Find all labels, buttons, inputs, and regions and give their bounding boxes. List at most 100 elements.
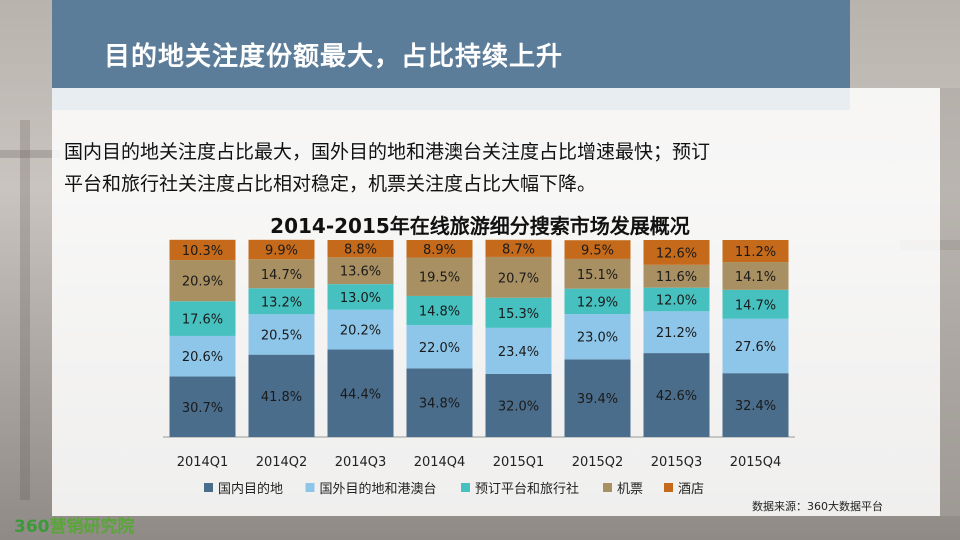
legend-label: 机票 bbox=[617, 482, 643, 497]
data-label: 22.0% bbox=[419, 341, 460, 356]
legend-label: 国外目的地和港澳台 bbox=[320, 481, 437, 497]
data-label: 32.0% bbox=[498, 399, 539, 414]
data-label: 39.4% bbox=[577, 392, 618, 407]
bar-segment bbox=[485, 297, 552, 328]
data-label: 15.3% bbox=[498, 307, 539, 322]
data-label: 42.6% bbox=[656, 389, 697, 404]
background-beam bbox=[20, 120, 30, 500]
data-label: 23.4% bbox=[498, 345, 539, 360]
data-label: 17.6% bbox=[182, 313, 223, 328]
bar-segment bbox=[643, 240, 710, 265]
bar-segment bbox=[248, 239, 315, 260]
data-label: 23.0% bbox=[577, 331, 618, 346]
bar-segment bbox=[327, 257, 394, 285]
data-label: 20.9% bbox=[182, 275, 223, 290]
bar-segment bbox=[722, 240, 789, 263]
legend-label: 酒店 bbox=[678, 482, 704, 497]
data-label: 14.7% bbox=[261, 268, 302, 283]
logo: 360营销研究院 bbox=[14, 512, 135, 537]
x-tick-label: 2015Q1 bbox=[493, 455, 545, 470]
bar-segment bbox=[248, 314, 315, 355]
bar-segment bbox=[722, 289, 789, 319]
bar-segment bbox=[169, 301, 236, 336]
data-label: 8.9% bbox=[423, 243, 456, 258]
bar-segment bbox=[248, 288, 315, 315]
description-line-1: 国内目的地关注度占比最大，国外目的地和港澳台关注度占比增速最快；预订 bbox=[64, 141, 711, 163]
bar-segment bbox=[643, 287, 710, 312]
data-label: 10.3% bbox=[182, 244, 223, 259]
logo-number: 360 bbox=[14, 517, 50, 537]
background-beam bbox=[0, 150, 60, 158]
data-label: 15.1% bbox=[577, 268, 618, 283]
page-title: 目的地关注度份额最大，占比持续上升 bbox=[104, 42, 564, 72]
bar-segment bbox=[406, 257, 473, 296]
x-tick-label: 2014Q2 bbox=[256, 455, 308, 470]
bar-segment bbox=[406, 295, 473, 326]
bar-segment bbox=[485, 373, 552, 437]
x-tick-label: 2015Q3 bbox=[651, 455, 703, 470]
data-label: 27.6% bbox=[735, 340, 776, 355]
bar-segment bbox=[485, 327, 552, 374]
bar-segment bbox=[169, 376, 236, 437]
bar-segment bbox=[169, 239, 236, 261]
panel-edge bbox=[940, 88, 960, 516]
bar-segment bbox=[722, 373, 789, 437]
bar-segment bbox=[564, 359, 631, 437]
legend-swatch bbox=[664, 483, 673, 492]
data-label: 20.2% bbox=[340, 324, 381, 339]
data-label: 11.2% bbox=[735, 245, 776, 260]
data-label: 19.5% bbox=[419, 271, 460, 286]
data-label: 13.2% bbox=[261, 295, 302, 310]
data-label: 30.7% bbox=[182, 401, 223, 416]
description-line-2: 平台和旅行社关注度占比相对稳定，机票关注度占比大幅下降。 bbox=[64, 173, 597, 195]
data-label: 34.8% bbox=[419, 397, 460, 412]
bar-segment bbox=[327, 240, 394, 258]
description: 国内目的地关注度占比最大，国外目的地和港澳台关注度占比增速最快；预订 平台和旅行… bbox=[64, 136, 904, 200]
bar-segment bbox=[406, 325, 473, 369]
legend-swatch bbox=[204, 483, 213, 492]
bar-segment bbox=[722, 262, 789, 290]
bar-segment bbox=[564, 240, 631, 259]
data-label: 13.0% bbox=[340, 291, 381, 306]
data-label: 12.6% bbox=[656, 246, 697, 261]
x-tick-label: 2014Q3 bbox=[335, 455, 387, 470]
bar-segment bbox=[564, 288, 631, 315]
x-tick-label: 2014Q4 bbox=[414, 455, 466, 470]
x-tick-label: 2015Q4 bbox=[730, 455, 782, 470]
data-label: 14.7% bbox=[735, 298, 776, 313]
bar-segment bbox=[643, 353, 710, 437]
bar-segment bbox=[643, 311, 710, 354]
bar-segment bbox=[169, 260, 236, 302]
data-label: 12.9% bbox=[577, 295, 618, 310]
data-label: 14.1% bbox=[735, 270, 776, 285]
bar-segment bbox=[485, 256, 552, 298]
bar-segment bbox=[722, 318, 789, 374]
bar-segment bbox=[327, 309, 394, 350]
bar-segment bbox=[406, 368, 473, 437]
legend-label: 预订平台和旅行社 bbox=[475, 481, 579, 497]
x-tick-label: 2015Q2 bbox=[572, 455, 624, 470]
data-label: 9.5% bbox=[581, 244, 614, 259]
bar-segment bbox=[485, 239, 552, 257]
logo-text: 营销研究院 bbox=[49, 517, 135, 537]
data-label: 44.4% bbox=[340, 387, 381, 402]
x-tick-label: 2014Q1 bbox=[177, 455, 229, 470]
bar-segment bbox=[327, 349, 394, 437]
data-label: 12.0% bbox=[656, 293, 697, 308]
data-label: 21.2% bbox=[656, 326, 697, 341]
bar-segment bbox=[327, 284, 394, 310]
bar-segment bbox=[248, 259, 315, 289]
data-label: 8.7% bbox=[502, 242, 535, 257]
data-label: 14.8% bbox=[419, 305, 460, 320]
legend-swatch bbox=[305, 483, 315, 492]
bar-segment bbox=[643, 264, 710, 288]
bar-segment bbox=[564, 314, 631, 360]
legend-swatch bbox=[603, 483, 612, 492]
data-label: 20.7% bbox=[498, 271, 539, 286]
bar-segment bbox=[169, 335, 236, 377]
legend-label: 国内目的地 bbox=[218, 481, 283, 497]
source-note: 数据来源：360大数据平台 bbox=[752, 500, 883, 513]
chart-title: 2014-2015年在线旅游细分搜索市场发展概况 bbox=[270, 214, 690, 238]
data-label: 20.6% bbox=[182, 350, 223, 365]
